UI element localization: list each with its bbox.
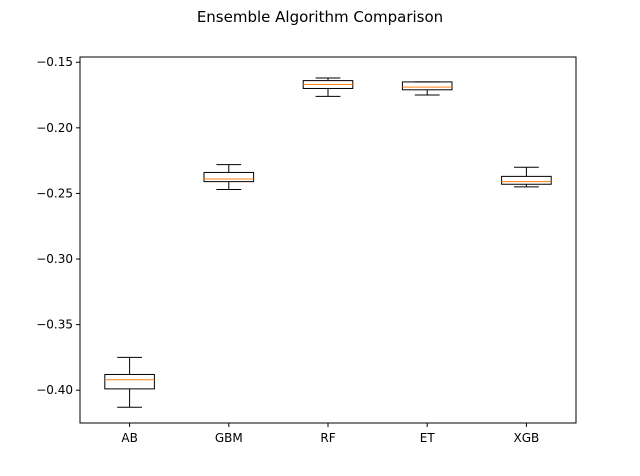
- box-ab: [104, 356, 155, 408]
- box-xgb: [501, 166, 552, 188]
- y-tick-label: −0.30: [36, 252, 73, 266]
- y-tick-label: −0.15: [36, 55, 73, 69]
- iqr-box: [203, 171, 255, 183]
- y-tick-label: −0.40: [36, 383, 73, 397]
- y-tick-label: −0.20: [36, 121, 73, 135]
- y-tick-label: −0.35: [36, 318, 73, 332]
- x-tick-label: AB: [121, 431, 137, 445]
- box-gbm: [203, 164, 255, 190]
- iqr-box: [401, 81, 453, 91]
- x-tick-label: XGB: [514, 431, 540, 445]
- x-axis: AB GBM RF ET XGB: [121, 423, 539, 445]
- x-tick-label: RF: [320, 431, 335, 445]
- box-rf: [302, 77, 354, 97]
- y-tick-label: −0.25: [36, 186, 73, 200]
- box-et: [401, 81, 453, 96]
- iqr-box: [501, 175, 552, 185]
- plot-area: [79, 56, 577, 424]
- y-axis: −0.40 −0.35 −0.30 −0.25 −0.20 −0.15: [36, 55, 80, 397]
- iqr-box: [104, 373, 155, 390]
- x-tick-label: GBM: [215, 431, 243, 445]
- box-series: [104, 77, 552, 408]
- x-tick-label: ET: [420, 431, 436, 445]
- chart-title: Ensemble Algorithm Comparison: [197, 8, 443, 26]
